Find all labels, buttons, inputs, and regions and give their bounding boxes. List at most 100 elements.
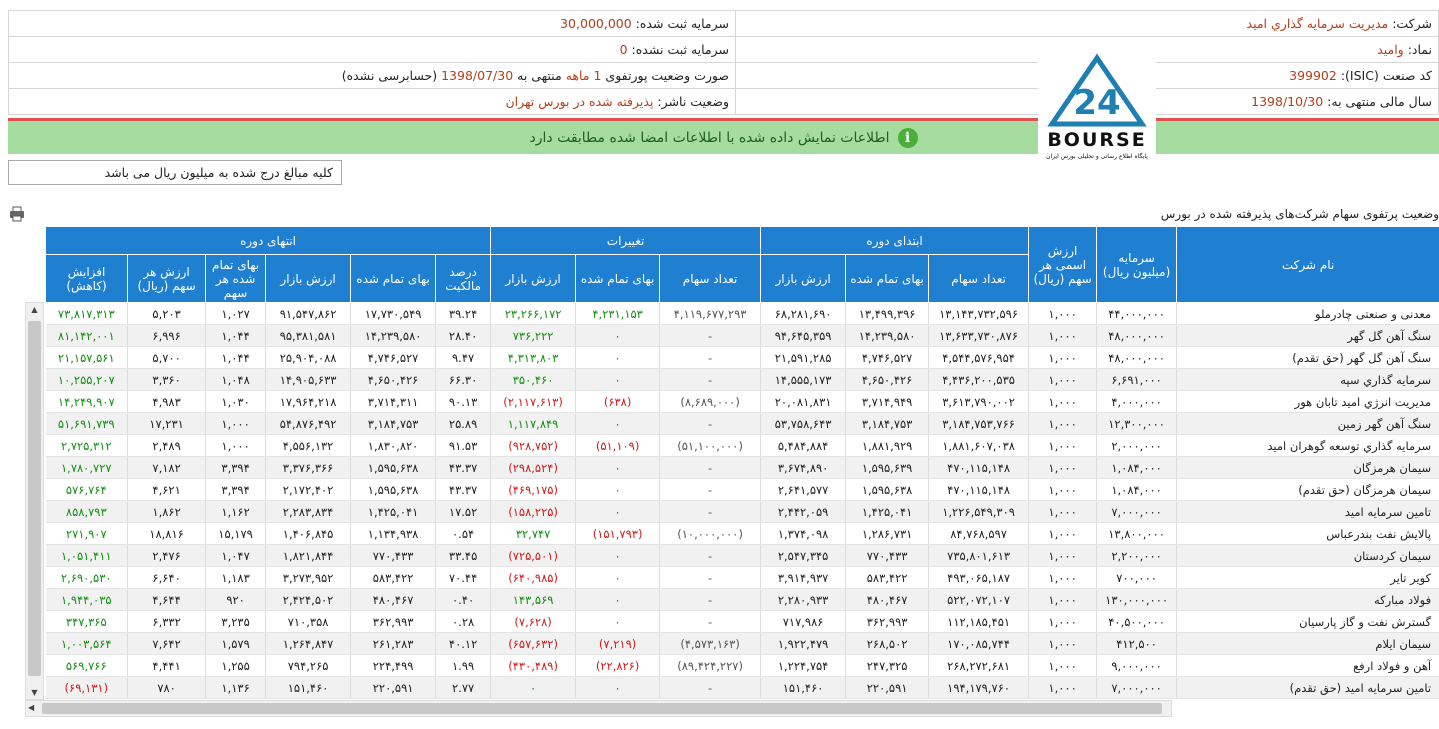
info-cell: صورت وضعیت پورتفوی 1 ماهه منتهی به 1398/… — [8, 62, 736, 89]
cell: ۰ — [575, 676, 661, 699]
company-name: آهن و فولاد ارفع — [1176, 654, 1439, 677]
cell: ۷۱۰,۳۵۸ — [265, 610, 352, 633]
cell: ۱,۸۲۱,۸۴۴ — [265, 544, 352, 567]
cell: ۲۲۰,۵۹۱ — [350, 676, 437, 699]
cell: ۱۴,۹۰۵,۶۳۳ — [265, 368, 352, 391]
cell: ۱,۸۸۱,۶۰۷,۰۳۸ — [928, 434, 1030, 457]
cell: ۴,۴۳۶,۲۰۰,۵۳۵ — [928, 368, 1030, 391]
column-header: افزایش (کاهش) — [44, 254, 129, 303]
cell: ۳,۳۷۶,۳۶۶ — [265, 456, 352, 479]
cell: ۷۳۶,۲۲۲ — [490, 324, 577, 347]
cell: ۴,۵۴۴,۵۷۶,۹۵۴ — [928, 346, 1030, 369]
cell: ۵۴,۸۷۶,۴۹۲ — [265, 412, 352, 435]
cell: ۴,۲۳۱,۱۵۳ — [575, 302, 661, 325]
cell: ۶۶.۳۰ — [435, 368, 492, 391]
company-name: کویر تایر — [1176, 566, 1439, 589]
cell: ۲,۰۰۰,۰۰۰ — [1096, 434, 1178, 457]
cell: - — [659, 346, 762, 369]
cell: ۱,۱۶۲ — [205, 500, 267, 523]
cell: ۴,۱۱۹,۶۷۷,۲۹۳ — [659, 302, 762, 325]
cell: ۷۰۰,۰۰۰ — [1096, 566, 1178, 589]
cell: ۷۷۰,۴۳۳ — [350, 544, 437, 567]
cell: (۶۳۸) — [575, 390, 661, 413]
table-row: کویر تایر ۷۰۰,۰۰۰ ۱,۰۰۰ ۴۹۳,۰۶۵,۱۸۷ ۵۸۳,۴۲۲ ۳… — [45, 566, 1439, 589]
cell: ۷۹۴,۲۶۵ — [265, 654, 352, 677]
cell: ۳,۳۹۴ — [205, 456, 267, 479]
cell: ۲,۴۸۹ — [127, 434, 207, 457]
cell: ۱,۰۰۰ — [1028, 500, 1098, 523]
cell: ۲,۶۴۱,۵۷۷ — [760, 478, 847, 501]
cell: (۷,۲۱۹) — [575, 632, 661, 655]
logo-triangle — [1047, 53, 1147, 127]
banner-text: اطلاعات نمایش داده شده با اطلاعات امضا ش… — [529, 129, 890, 146]
cell: ۳۶۲,۹۹۳ — [845, 610, 930, 633]
cell: ۱۵۱,۴۶۰ — [760, 676, 847, 699]
column-header: درصد مالکیت — [435, 254, 492, 303]
cell: ۱,۰۴۷ — [205, 544, 267, 567]
group-row: نام شرکت سرمایه (میلیون ریال) ارزش اسمی هر… — [44, 226, 1439, 303]
table-row: سنگ آهن گل گهر ۴۸,۰۰۰,۰۰۰ ۱,۰۰۰ ۱۳,۶۳۳,۷۳۰,… — [45, 324, 1439, 347]
company-name: پالایش نفت بندرعباس — [1176, 522, 1439, 545]
cell: ۲,۶۹۰,۵۳۰ — [45, 566, 129, 589]
cell: ۱,۲۲۴,۷۵۴ — [760, 654, 847, 677]
cell: ۱,۰۰۰ — [1028, 544, 1098, 567]
cell: ۱,۰۰۰ — [1028, 456, 1098, 479]
table-row: مدیریت انرژي امید تابان هور ۴,۰۰۰,۰۰۰ ۱,۰۰… — [45, 390, 1439, 413]
cell: ۳,۲۷۳,۹۵۲ — [265, 566, 352, 589]
cell: ۶,۶۹۱,۰۰۰ — [1096, 368, 1178, 391]
company-name: سیمان ایلام — [1176, 632, 1439, 655]
cell: ۹۰.۱۳ — [435, 390, 492, 413]
cell: ۱۷.۵۲ — [435, 500, 492, 523]
cell: ۲۶۱,۲۸۳ — [350, 632, 437, 655]
info-cell: شرکت: مدیریت سرمایه گذاري امید — [735, 10, 1439, 37]
cell: - — [659, 676, 762, 699]
cell: ۴,۶۵۰,۴۲۶ — [350, 368, 437, 391]
cell: ۴,۴۴۱ — [127, 654, 207, 677]
cell: ۱,۰۵۱,۴۱۱ — [45, 544, 129, 567]
vertical-scrollbar[interactable]: ▲ ▼ — [25, 302, 44, 700]
cell: (۴۶۹,۱۷۵) — [490, 478, 577, 501]
horizontal-scrollbar[interactable]: ◀ — [25, 700, 1172, 717]
column-header: سرمایه (میلیون ریال) — [1096, 226, 1178, 303]
cell: ۱,۸۶۲ — [127, 500, 207, 523]
label: وضعیت ناشر: — [657, 94, 729, 109]
logo: 24 BOURSE پایگاه اطلاع رسانی و تحلیلی بو… — [1038, 52, 1156, 164]
label: نماد: — [1407, 42, 1432, 57]
cell: ۹.۴۷ — [435, 346, 492, 369]
cell: ۵۸۳,۴۲۲ — [350, 566, 437, 589]
cell: ۱,۰۴۸ — [205, 368, 267, 391]
cell: ۱۳,۸۰۰,۰۰۰ — [1096, 522, 1178, 545]
print-icon[interactable] — [9, 206, 25, 222]
cell: ۷۳,۸۱۷,۳۱۳ — [45, 302, 129, 325]
cell: ۱۴,۵۵۵,۱۷۳ — [760, 368, 847, 391]
cell: ۴,۷۴۶,۵۲۷ — [845, 346, 930, 369]
cell: ۷,۰۰۰,۰۰۰ — [1096, 676, 1178, 699]
cell: ۷۰.۴۴ — [435, 566, 492, 589]
table-row: سنگ آهن گل گهر (حق تقدم) ۴۸,۰۰۰,۰۰۰ ۱,۰۰۰ ۴… — [45, 346, 1439, 369]
cell: ۱,۰۴۴ — [205, 324, 267, 347]
cell: ۱,۲۸۶,۷۳۱ — [845, 522, 930, 545]
cell: ۳,۱۸۴,۷۵۳,۷۶۶ — [928, 412, 1030, 435]
cell: - — [659, 456, 762, 479]
cell: (۶۴۰,۹۸۵) — [490, 566, 577, 589]
info-icon: i — [897, 127, 918, 148]
cell: - — [659, 610, 762, 633]
cell: ۹۴,۶۴۵,۳۵۹ — [760, 324, 847, 347]
cell: ۳,۳۹۴ — [205, 478, 267, 501]
cell: ۱۲,۳۰۰,۰۰۰ — [1096, 412, 1178, 435]
cell: ۴۸,۰۰۰,۰۰۰ — [1096, 324, 1178, 347]
table-row: گسترش نفت و گاز پارسیان ۴۰,۵۰۰,۰۰۰ ۱,۰۰۰ ۱۱… — [45, 610, 1439, 633]
cell: ۳,۹۱۴,۹۳۷ — [760, 566, 847, 589]
cell: ۳۲,۷۴۷ — [490, 522, 577, 545]
cell: ۴,۷۴۶,۵۲۷ — [350, 346, 437, 369]
cell: (۶۹,۱۳۱) — [45, 676, 129, 699]
cell: ۰ — [575, 588, 661, 611]
cell: ۱,۲۶۴,۸۴۷ — [265, 632, 352, 655]
cell: ۱۷,۷۳۰,۵۴۹ — [350, 302, 437, 325]
cell: ۱,۰۰۳,۵۶۴ — [45, 632, 129, 655]
value: مدیریت سرمایه گذاري امید — [1246, 16, 1389, 31]
cell: ۲۳,۲۶۶,۱۷۲ — [490, 302, 577, 325]
table-row: سیمان هرمزگان (حق تقدم) ۱,۰۸۴,۰۰۰ ۱,۰۰۰ ۴۷۰… — [45, 478, 1439, 501]
cell: ۲,۲۸۰,۹۳۳ — [760, 588, 847, 611]
